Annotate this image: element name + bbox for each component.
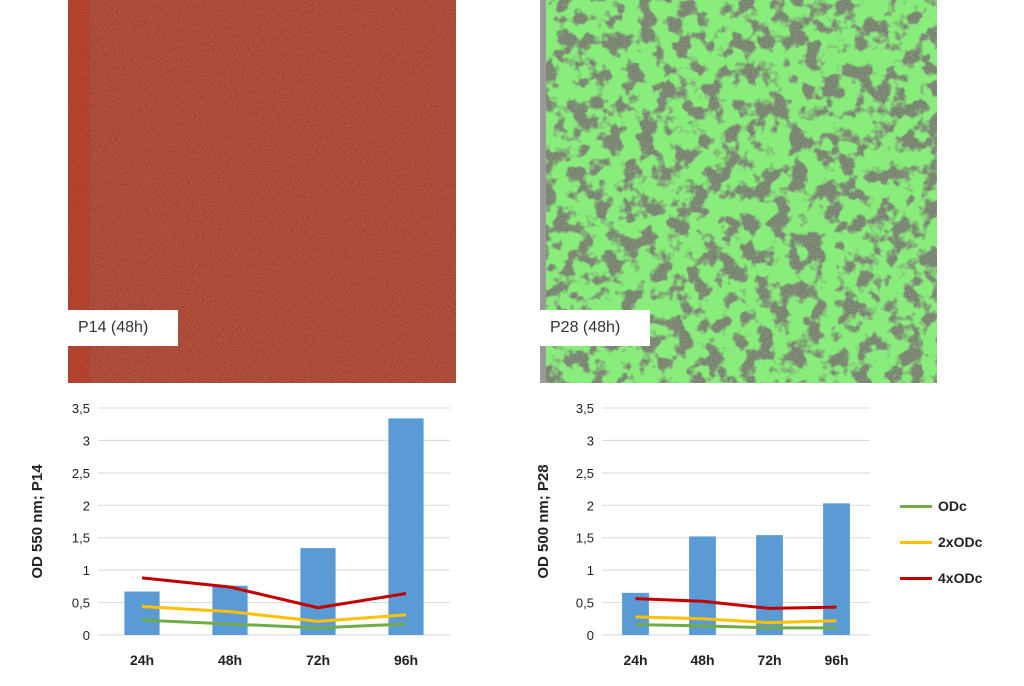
p28-category-label: 96h	[824, 652, 848, 668]
p28-ytick-label: 3,5	[576, 401, 594, 416]
p28-ytick-label: 0	[587, 628, 594, 643]
p14-ytick-label: 2	[83, 498, 90, 513]
p28-ytick-label: 2,5	[576, 466, 594, 481]
legend-item-4xodc: 4xODc	[900, 560, 982, 596]
legend-item-2xodc: 2xODc	[900, 524, 982, 560]
p28-line-4xodc	[635, 597, 837, 610]
p28-category-label: 24h	[623, 652, 647, 668]
chart-p28: 0 0,5 1 1,5 2 2,5 3 3,5 24h 48h 72h 96h OD 500 nm; P…	[535, 401, 870, 668]
p28-bar-72h	[756, 535, 783, 635]
p14-category-label: 48h	[218, 652, 242, 668]
p14-line-2xodc	[141, 604, 407, 623]
chart-legend: ODc 2xODc 4xODc	[900, 488, 982, 596]
p14-category-label: 24h	[130, 652, 154, 668]
legend-label-2xodc: 2xODc	[938, 534, 983, 550]
micrograph-p28	[540, 0, 937, 383]
p28-category-label: 72h	[757, 652, 781, 668]
p14-ytick-label: 2,5	[72, 466, 90, 481]
p14-category-label: 96h	[394, 652, 418, 668]
p28-line-2xodc	[635, 615, 837, 625]
p14-category-label: 72h	[306, 652, 330, 668]
legend-swatch-2xodc	[900, 540, 932, 544]
p14-bar-96h	[388, 418, 424, 635]
p14-ytick-label: 3,5	[72, 401, 90, 416]
legend-label-4xodc: 4xODc	[938, 570, 983, 586]
p14-ytick-label: 1,5	[72, 531, 90, 546]
image-label-p28: P28 (48h)	[540, 310, 650, 346]
legend-swatch-odc	[900, 504, 932, 508]
p28-ytick-label: 3	[587, 433, 594, 448]
p28-line-odc	[635, 623, 837, 630]
chart-p14: 0 0,5 1 1,5 2 2,5 3 3,5 24h 48h 72h 96h OD 550 nm; P…	[29, 401, 450, 668]
p14-ytick-label: 1	[83, 563, 90, 578]
image-label-p14: P14 (48h)	[68, 310, 178, 346]
legend-item-odc: ODc	[900, 488, 982, 524]
p28-bar-96h	[823, 503, 850, 635]
p14-ytick-label: 0,5	[72, 596, 90, 611]
micrograph-p28-texture	[540, 0, 937, 383]
p14-ytick-label: 3	[83, 433, 90, 448]
p14-y-axis-title: OD 550 nm; P14	[29, 464, 46, 579]
p14-ytick-label: 0	[83, 628, 90, 643]
p28-y-axis-title: OD 500 nm; P28	[535, 464, 552, 578]
legend-label-odc: ODc	[938, 498, 967, 514]
p28-ytick-label: 1,5	[576, 531, 594, 546]
p28-ytick-label: 2	[587, 498, 594, 513]
p14-line-4xodc	[141, 576, 407, 610]
p14-line-odc	[141, 618, 407, 630]
legend-swatch-4xodc	[900, 576, 932, 580]
p28-category-label: 48h	[690, 652, 714, 668]
p28-ytick-label: 0,5	[576, 596, 594, 611]
p14-bar-24h	[124, 591, 160, 635]
p28-ytick-label: 1	[587, 563, 594, 578]
